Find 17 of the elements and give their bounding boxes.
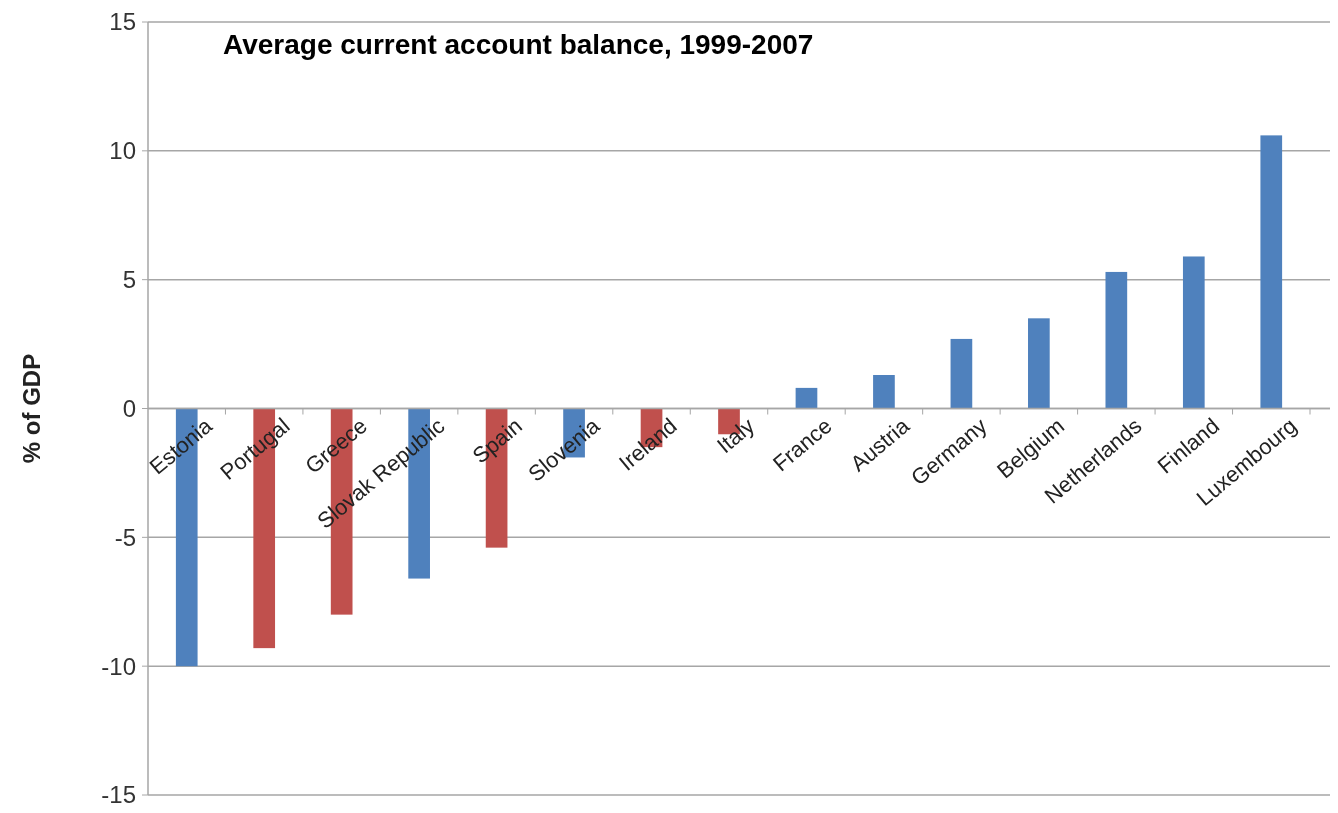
y-tick-label: -5 (114, 523, 136, 551)
y-axis-title: % of GDP (18, 353, 45, 464)
y-tick-label: 10 (109, 137, 136, 165)
bar (950, 338, 973, 409)
y-tick-label: 0 (122, 394, 136, 422)
bar (1260, 135, 1283, 409)
y-tick-label: 15 (109, 8, 136, 36)
y-tick-label: 5 (122, 266, 136, 294)
y-tick-label: -10 (101, 652, 136, 680)
bar (795, 387, 818, 409)
y-tick-label: -15 (101, 781, 136, 809)
bar (1028, 318, 1050, 409)
x-tick-label: Italy (712, 413, 760, 459)
bar (1182, 256, 1205, 409)
bar (1105, 271, 1128, 409)
bar (873, 375, 895, 409)
chart-title: Average current account balance, 1999-2007 (223, 29, 814, 60)
